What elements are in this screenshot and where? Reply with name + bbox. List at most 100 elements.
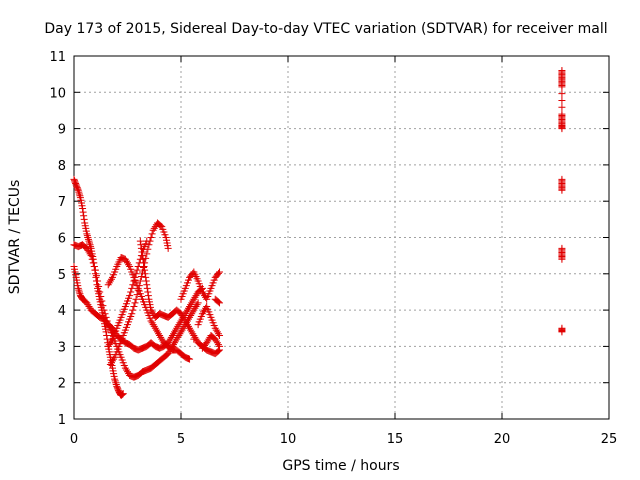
data-point [558,186,566,194]
data-point [558,255,566,263]
data-point [124,368,131,376]
data-point [150,224,158,232]
data-point [213,328,221,336]
data-point [149,321,157,329]
data-point [84,234,92,241]
data-point [203,339,211,347]
data-point [193,301,201,309]
data-point [105,279,113,287]
data-point [558,83,566,91]
data-point [84,246,92,254]
data-point [145,241,153,249]
data-point [86,241,94,249]
data-point [189,297,197,305]
data-point [99,302,107,310]
data-point [186,302,194,310]
data-point [126,292,134,300]
series-6 [104,237,151,350]
data-point [204,337,212,345]
data-point [182,319,190,327]
data-point [184,304,192,312]
data-point [212,296,220,304]
y-tick-label: 5 [58,268,66,283]
series-8 [558,67,566,336]
data-point [85,248,93,256]
data-point [75,190,83,198]
data-point [168,332,176,340]
data-point [188,310,196,318]
data-point [101,310,109,318]
data-point [148,230,156,238]
y-tick-label: 11 [49,50,66,65]
data-point [111,375,119,383]
data-point [85,237,93,245]
data-point [112,381,120,389]
data-point [88,255,96,263]
data-point [214,330,222,338]
data-point [83,230,91,238]
data-point [143,284,151,292]
data-point [127,288,135,296]
data-point [134,286,142,294]
data-point [137,241,145,249]
data-point [216,332,224,340]
data-point [111,377,119,385]
data-point [186,324,194,332]
x-tick-label: 10 [280,432,297,447]
data-point [74,186,82,194]
data-point [144,288,152,296]
y-tick-label: 9 [58,123,66,138]
data-point [166,335,174,343]
data-point [98,297,106,305]
data-point [122,257,130,265]
data-point [106,277,114,285]
series-4 [106,219,172,369]
data-point [192,302,200,310]
data-point [183,321,191,329]
y-tick-label: 4 [58,304,66,319]
data-point [174,322,182,330]
data-point [133,291,141,299]
data-point [107,359,115,367]
data-point [186,313,194,321]
data-point [192,292,200,300]
y-tick-label: 3 [58,340,66,355]
data-point [198,288,206,296]
data-point [211,295,219,303]
data-point [211,324,219,332]
x-tick-label: 15 [387,432,404,447]
y-tick-label: 8 [58,159,66,174]
data-point [122,366,130,374]
y-tick-label: 10 [49,86,66,101]
data-point [212,337,220,345]
data-point [212,326,220,334]
data-point [190,335,198,343]
data-point [213,339,221,347]
data-point [121,364,129,372]
data-point [156,332,164,340]
data-point [83,232,91,240]
data-point [151,324,159,332]
data-point [179,324,187,332]
data-point [158,335,166,343]
data-point [135,282,143,290]
y-tick-label: 1 [58,413,66,428]
data-point [170,330,178,338]
data-point [142,277,150,285]
data-point [135,259,143,267]
data-point [136,237,144,245]
data-point [176,330,184,338]
data-point [152,326,160,334]
data-point [216,268,224,276]
data-point [558,96,566,104]
data-point [129,281,137,289]
data-point [182,308,190,316]
data-point [187,301,195,309]
data-point [143,237,151,245]
data-point [155,330,163,338]
data-point [97,292,105,300]
data-point [187,312,195,320]
data-point [80,215,88,223]
data-point [143,250,151,258]
data-point [121,255,129,263]
